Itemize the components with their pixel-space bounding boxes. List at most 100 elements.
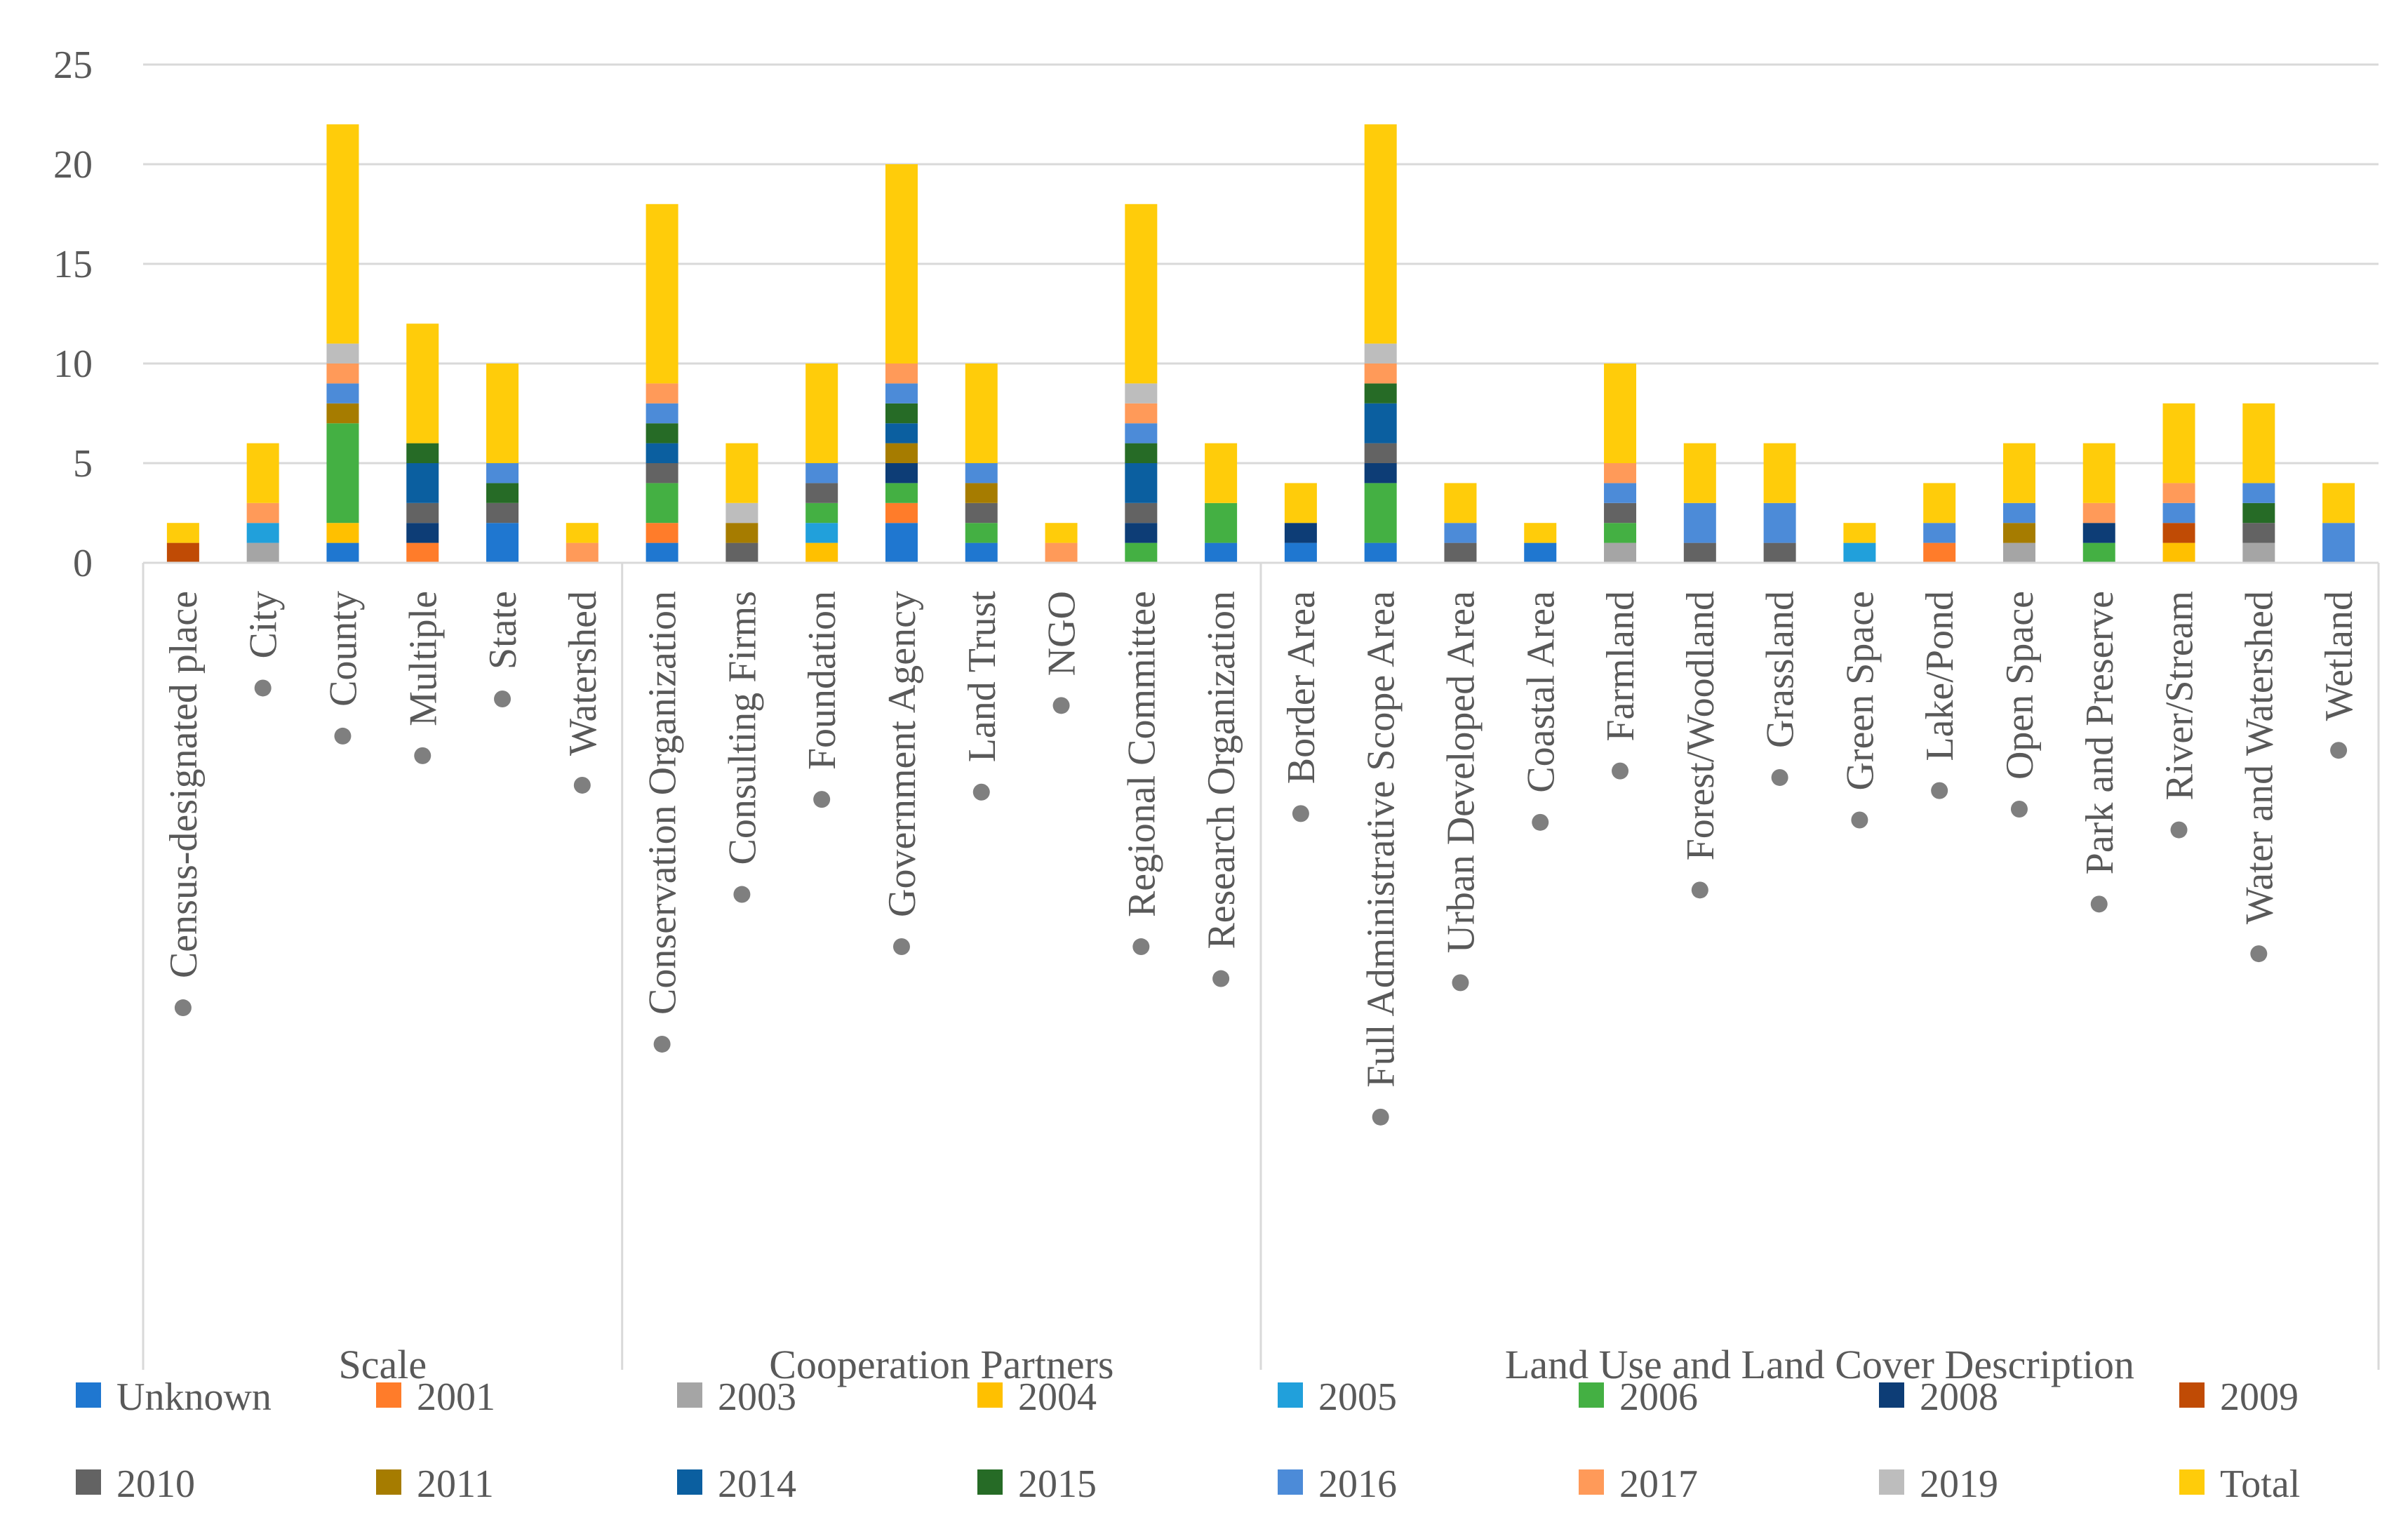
bar-state-2016 (486, 463, 519, 484)
y-tick-label-25: 25 (53, 44, 93, 87)
bullet-icon (813, 791, 831, 808)
bar-research-organization-total (1205, 443, 1238, 503)
y-axis-ticks: 0 5 10 15 20 25 (53, 44, 93, 585)
legend-label-2019: 2019 (1920, 1462, 1998, 1506)
bar-full-administrative-scope-area-2010 (1364, 443, 1397, 463)
x-tick-label-coastal-area: Coastal Area (1519, 591, 1563, 793)
bar-water-and-watershed-2015 (2242, 502, 2275, 524)
bullet-icon (2250, 945, 2268, 963)
bar-full-administrative-scope-area-2014 (1364, 403, 1397, 444)
legend-swatch-2001 (376, 1382, 401, 1408)
bullet-icon (254, 679, 272, 697)
bar-conservation-organization-2001 (646, 523, 678, 543)
bar-land-trust-2010 (965, 502, 998, 524)
x-tick-label-border-area: Border Area (1280, 591, 1323, 784)
bar-land-trust-unknown (965, 542, 998, 563)
bar-border-area-unknown (1284, 542, 1317, 563)
bullet-icon (1612, 762, 1629, 780)
bar-government-agency-2011 (885, 443, 918, 463)
bullet-icon (2170, 821, 2188, 839)
bar-multiple-2014 (406, 463, 439, 503)
bar-river-stream-2017 (2162, 483, 2195, 503)
x-tick-label-watershed: Watershed (561, 591, 605, 756)
bullet-icon (1372, 1108, 1389, 1126)
bar-research-organization-2006 (1205, 502, 1238, 543)
legend-label-2004: 2004 (1018, 1375, 1097, 1419)
x-category-labels: Census-designated place City County Multipl… (162, 591, 2361, 1126)
bar-full-administrative-scope-area-2008 (1364, 463, 1397, 484)
bar-conservation-organization-total (646, 204, 678, 384)
bar-city-total (246, 443, 279, 503)
y-tick-label-20: 20 (53, 143, 93, 187)
bar-full-administrative-scope-area-2019 (1364, 343, 1397, 364)
x-tick-label-government-agency: Government Agency (881, 591, 924, 917)
bullet-icon (414, 747, 432, 764)
legend-swatch-2005 (1278, 1382, 1303, 1408)
legend-swatch-2010 (76, 1469, 101, 1495)
bullet-icon (892, 938, 910, 955)
bar-regional-committee-total (1125, 204, 1158, 384)
bar-city-2017 (246, 502, 279, 524)
bar-park-and-preserve-2008 (2082, 523, 2115, 543)
bar-foundation-2010 (805, 483, 838, 503)
legend-swatch-2004 (977, 1382, 1003, 1408)
bar-urban-developed-area-total (1444, 483, 1477, 524)
x-tick-label-city: City (242, 591, 286, 658)
bar-open-space-2016 (2002, 502, 2035, 524)
y-tick-label-0: 0 (73, 542, 93, 585)
bar-multiple-2015 (406, 443, 439, 463)
bar-multiple-2008 (406, 523, 439, 543)
bar-state-total (486, 364, 519, 463)
bar-full-administrative-scope-area-2017 (1364, 364, 1397, 384)
legend-swatch-unknown (76, 1382, 101, 1408)
x-tick-label-multiple: Multiple (401, 591, 445, 726)
legend-label-2010: 2010 (116, 1462, 195, 1506)
bar-government-agency-2006 (885, 483, 918, 503)
legend-swatch-2014 (677, 1469, 702, 1495)
legend-swatch-2015 (977, 1469, 1003, 1495)
bar-regional-committee-2019 (1125, 383, 1158, 404)
bar-regional-committee-2008 (1125, 523, 1158, 543)
bar-city-2003 (246, 542, 279, 563)
bar-wetland-2016 (2322, 523, 2355, 563)
x-tick-label-urban-developed-area: Urban Developed Area (1439, 591, 1483, 953)
group-label-land-use-and-land-cover-description: Land Use and Land Cover Description (1505, 1342, 2134, 1387)
bar-grassland-2010 (1763, 542, 1796, 563)
x-tick-label-forest-woodland: Forest/Woodland (1679, 591, 1723, 860)
bar-consulting-firms-2019 (725, 502, 758, 524)
bar-ngo-total (1045, 523, 1078, 543)
bullet-icon (174, 999, 192, 1017)
bullet-icon (1931, 782, 1948, 799)
legend-swatch-2003 (677, 1382, 702, 1408)
bar-government-agency-2008 (885, 463, 918, 484)
bullet-icon (733, 886, 751, 903)
y-tick-label-10: 10 (53, 342, 93, 386)
legend-label-2017: 2017 (1619, 1462, 1698, 1506)
bar-border-area-2008 (1284, 523, 1317, 543)
bullet-icon (1771, 768, 1788, 786)
y-tick-label-5: 5 (73, 442, 93, 486)
legend-label-2005: 2005 (1318, 1375, 1397, 1419)
bar-grassland-2016 (1763, 502, 1796, 543)
bar-farmland-2016 (1604, 483, 1637, 503)
bar-watershed-total (566, 523, 598, 543)
bar-farmland-2017 (1604, 463, 1637, 484)
bar-green-space-total (1843, 523, 1876, 543)
legend-swatch-total (2179, 1469, 2205, 1495)
bar-land-trust-2016 (965, 463, 998, 484)
bar-multiple-total (406, 324, 439, 444)
bar-state-2015 (486, 483, 519, 503)
gridlines (143, 63, 2379, 465)
legend-swatch-2011 (376, 1469, 401, 1495)
legend-swatch-2008 (1879, 1382, 1904, 1408)
bar-open-space-2003 (2002, 542, 2035, 563)
bar-grassland-total (1763, 443, 1796, 503)
bar-green-space-2005 (1843, 542, 1876, 563)
bar-government-agency-total (885, 164, 918, 364)
bar-river-stream-2004 (2162, 542, 2195, 563)
bullet-icon (1532, 813, 1549, 831)
legend: Unknown 2001 2003 2004 2005 2006 2008 2009 2010 2… (76, 1375, 2300, 1506)
bar-county-total (326, 124, 359, 344)
bar-stacks (166, 124, 2355, 563)
bar-consulting-firms-total (725, 443, 758, 503)
